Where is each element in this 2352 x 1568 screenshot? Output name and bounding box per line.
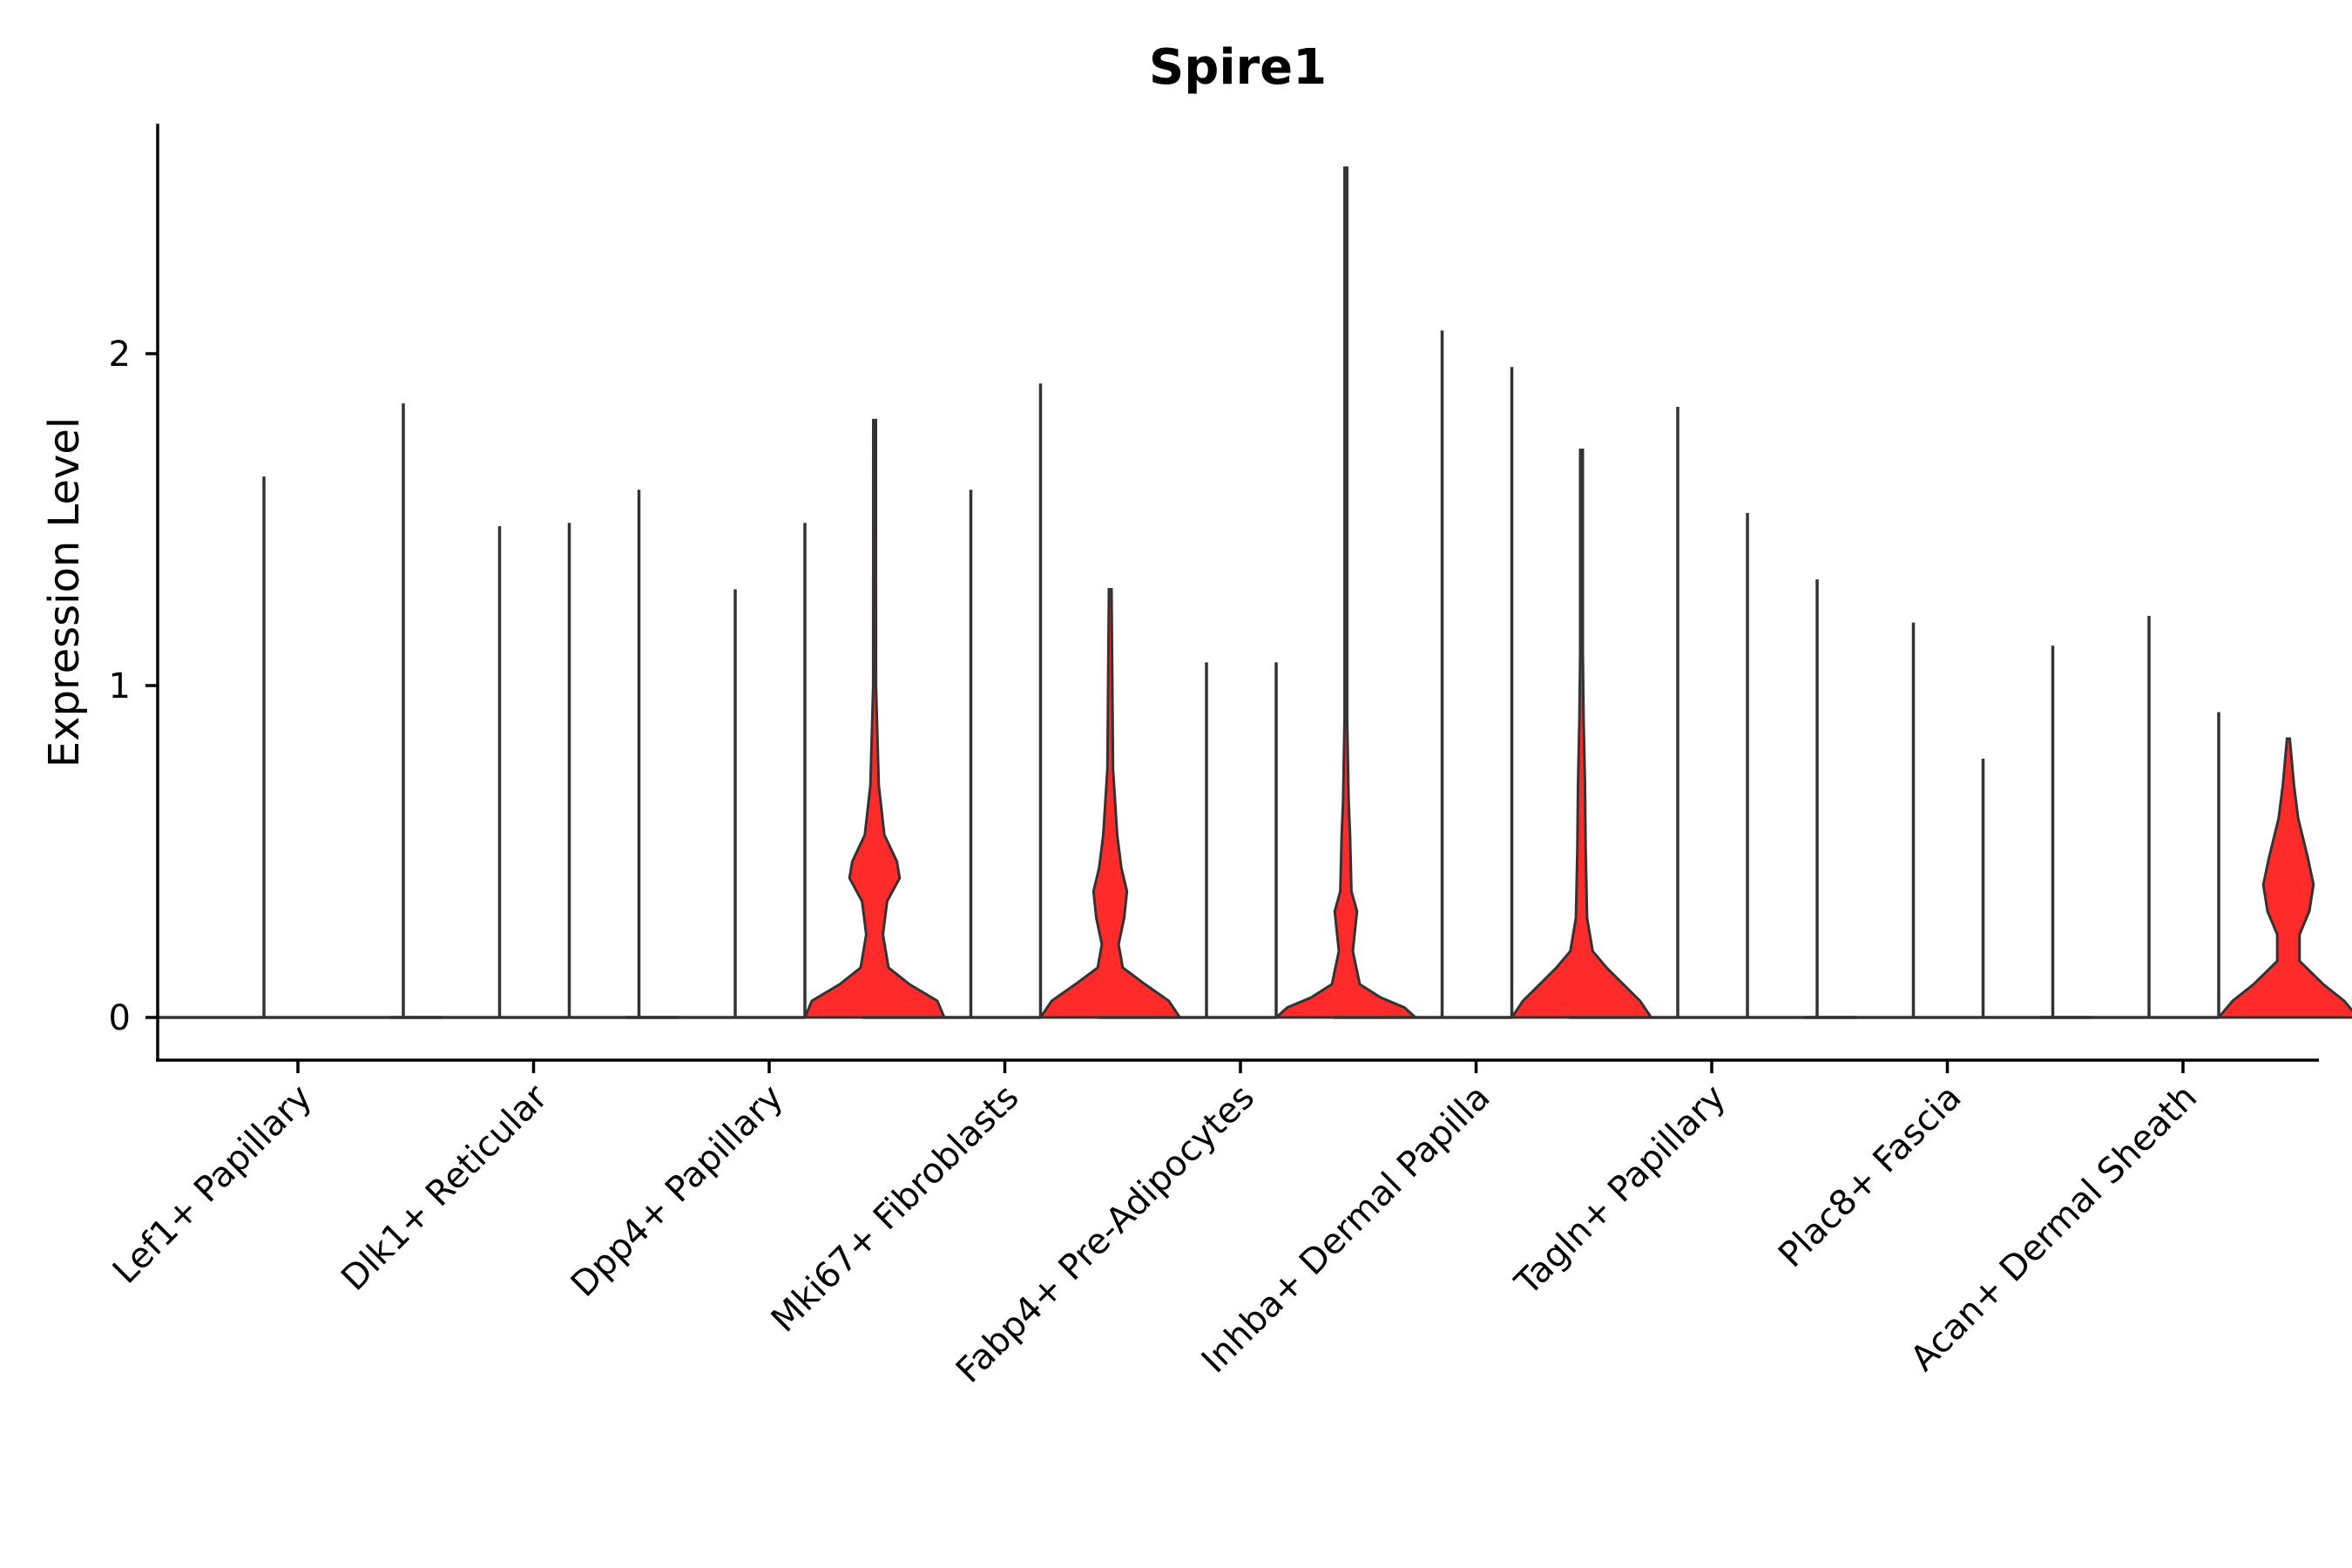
violin-filled <box>1037 588 1183 1019</box>
violin-group <box>1333 330 1654 1019</box>
y-axis-ticks: 0 1 2 <box>109 335 158 1038</box>
violin-group <box>155 403 443 1019</box>
x-tick-label: Plac8+ Fascia <box>1771 1078 1970 1276</box>
plot-area <box>155 166 2352 1019</box>
x-tick-label: Lef1+ Papillary <box>105 1078 320 1292</box>
x-tick-label: Mki67+ Fibroblasts <box>764 1078 1027 1341</box>
y-axis-label: Expression Level <box>40 417 89 768</box>
violin-group <box>626 418 947 1019</box>
violin-group <box>1804 622 2092 1019</box>
violin-filled <box>1509 448 1654 1019</box>
x-tick-label: Tagln+ Papillary <box>1507 1078 1734 1304</box>
chart-title: Spire1 <box>1149 39 1327 96</box>
violin-group <box>862 383 1183 1019</box>
y-tick-label: 0 <box>109 998 131 1038</box>
violin-filled <box>2215 737 2352 1019</box>
x-axis-ticks: Lef1+ Papillary Dlk1+ Reticular Dpp4+ Papi… <box>105 1060 2205 1391</box>
violin-group <box>1569 406 1856 1019</box>
violin-filled <box>1273 166 1419 1019</box>
violin-group <box>1098 166 1419 1019</box>
y-tick-label: 1 <box>109 666 131 706</box>
y-tick-label: 2 <box>109 335 131 375</box>
x-tick-label: Dpp4+ Papillary <box>564 1078 791 1305</box>
violin-group <box>2040 615 2352 1019</box>
violin-group <box>390 490 679 1019</box>
x-tick-label: Dlk1+ Reticular <box>334 1077 556 1299</box>
violin-filled <box>802 418 947 1019</box>
